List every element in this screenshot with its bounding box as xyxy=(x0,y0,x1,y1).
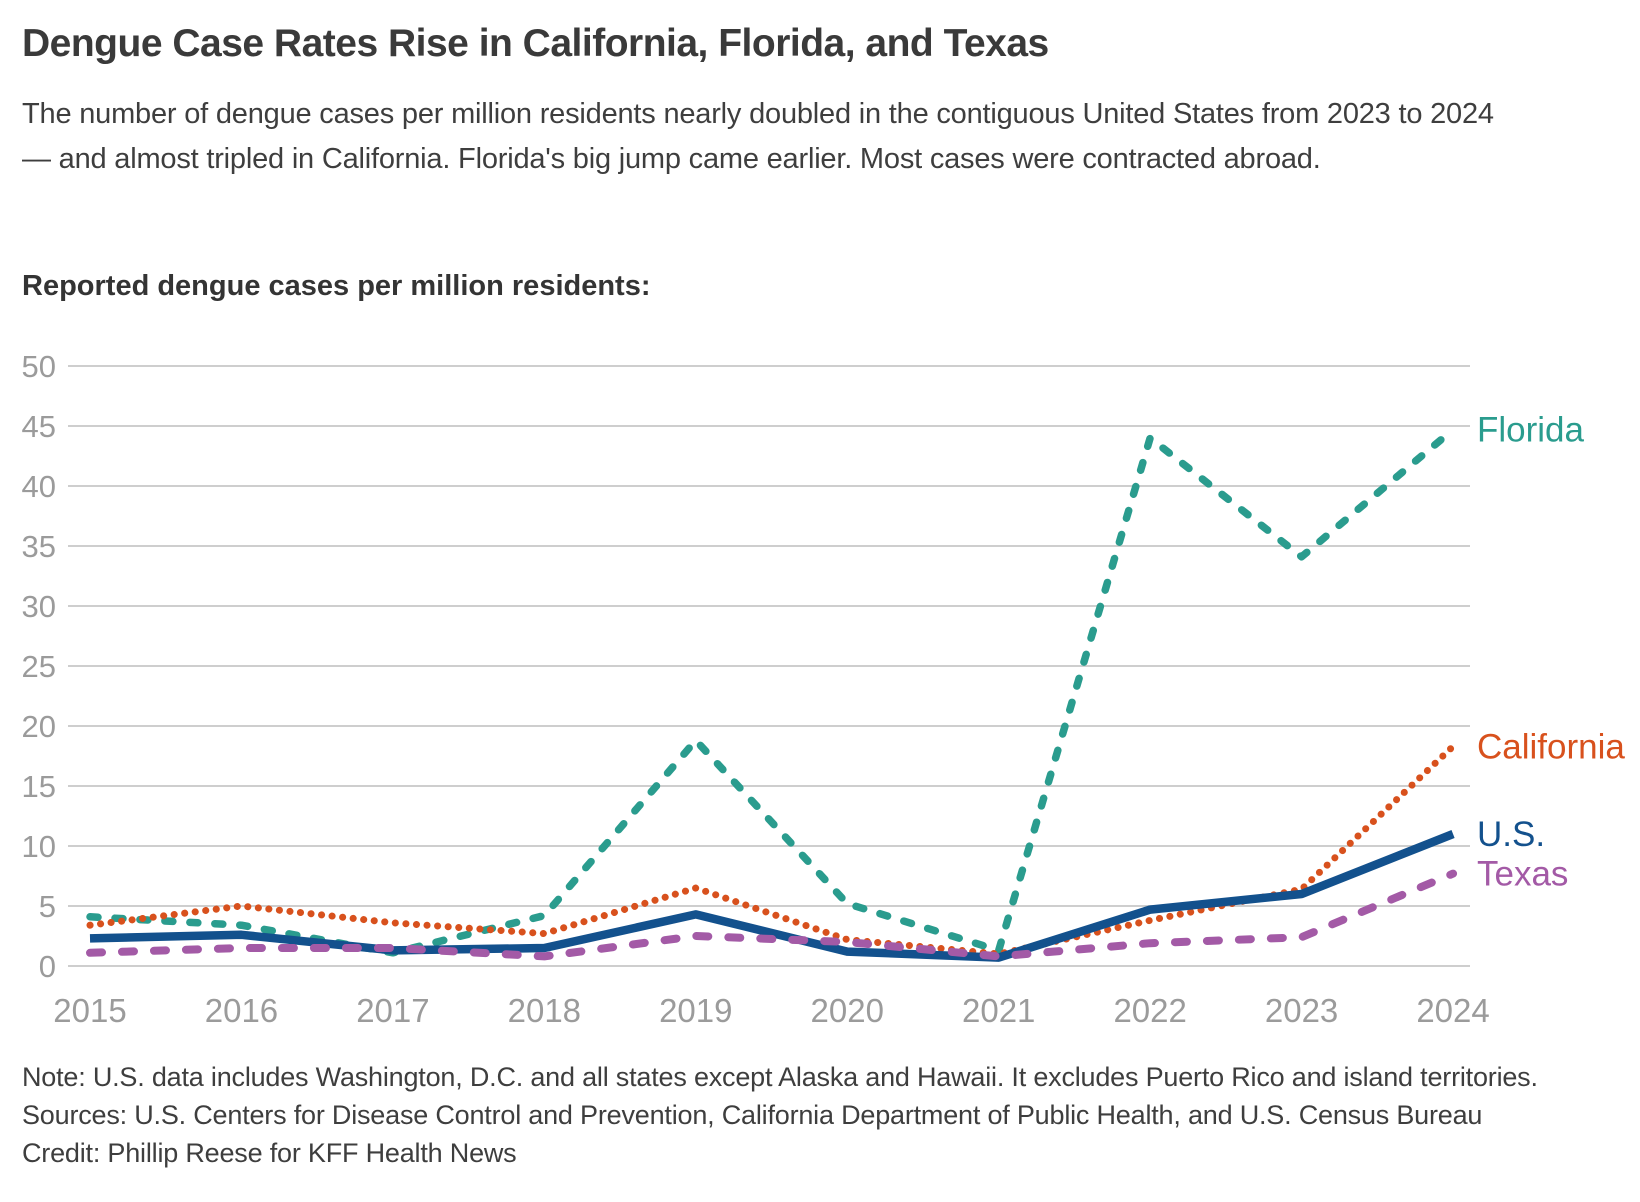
credit-line: Credit: Phillip Reese for KFF Health New… xyxy=(22,1138,517,1168)
chart-title: Reported dengue cases per million reside… xyxy=(22,270,651,302)
california-line xyxy=(86,742,1457,958)
page-subtitle: The number of dengue cases per million r… xyxy=(22,98,1494,175)
chart-footnotes: Note: U.S. data includes Washington, D.C… xyxy=(22,1058,1538,1172)
y-tick-label-45: 45 xyxy=(22,409,56,444)
x-tick-label-2021: 2021 xyxy=(962,992,1035,1029)
y-tick-label-20: 20 xyxy=(22,709,56,744)
x-tick-label-2024: 2024 xyxy=(1416,992,1489,1029)
page-title: Dengue Case Rates Rise in California, Fl… xyxy=(22,22,1049,65)
florida-line xyxy=(86,425,1457,957)
x-tick-label-2022: 2022 xyxy=(1113,992,1186,1029)
texas-series-label: Texas xyxy=(1477,855,1568,894)
line-chart: 0 5 10 15 20 25 30 35 40 45 50 2015 2016 2017 2018 2019… xyxy=(22,349,1626,1029)
u-s-series-label: U.S. xyxy=(1477,815,1545,854)
x-tick-label-2015: 2015 xyxy=(53,992,126,1029)
florida-series-label: Florida xyxy=(1477,411,1585,450)
x-tick-label-2017: 2017 xyxy=(356,992,429,1029)
y-tick-label-5: 5 xyxy=(39,889,56,924)
sources-line: Sources: U.S. Centers for Disease Contro… xyxy=(22,1100,1483,1130)
y-tick-label-40: 40 xyxy=(22,469,56,504)
y-tick-label-15: 15 xyxy=(22,769,56,804)
y-tick-label-10: 10 xyxy=(22,829,56,864)
u-s-line xyxy=(89,830,1455,962)
x-tick-label-2023: 2023 xyxy=(1265,992,1338,1029)
california-series-label: California xyxy=(1477,727,1625,766)
texas-line xyxy=(86,869,1458,961)
x-tick-label-2019: 2019 xyxy=(659,992,732,1029)
x-tick-label-2018: 2018 xyxy=(508,992,581,1029)
x-tick-label-2020: 2020 xyxy=(811,992,884,1029)
note-line: Note: U.S. data includes Washington, D.C… xyxy=(22,1062,1538,1092)
y-tick-label-50: 50 xyxy=(22,349,56,384)
y-tick-label-0: 0 xyxy=(39,949,56,984)
y-tick-label-25: 25 xyxy=(22,649,56,684)
x-tick-label-2016: 2016 xyxy=(205,992,278,1029)
y-tick-label-30: 30 xyxy=(22,589,56,624)
y-tick-label-35: 35 xyxy=(22,529,56,564)
